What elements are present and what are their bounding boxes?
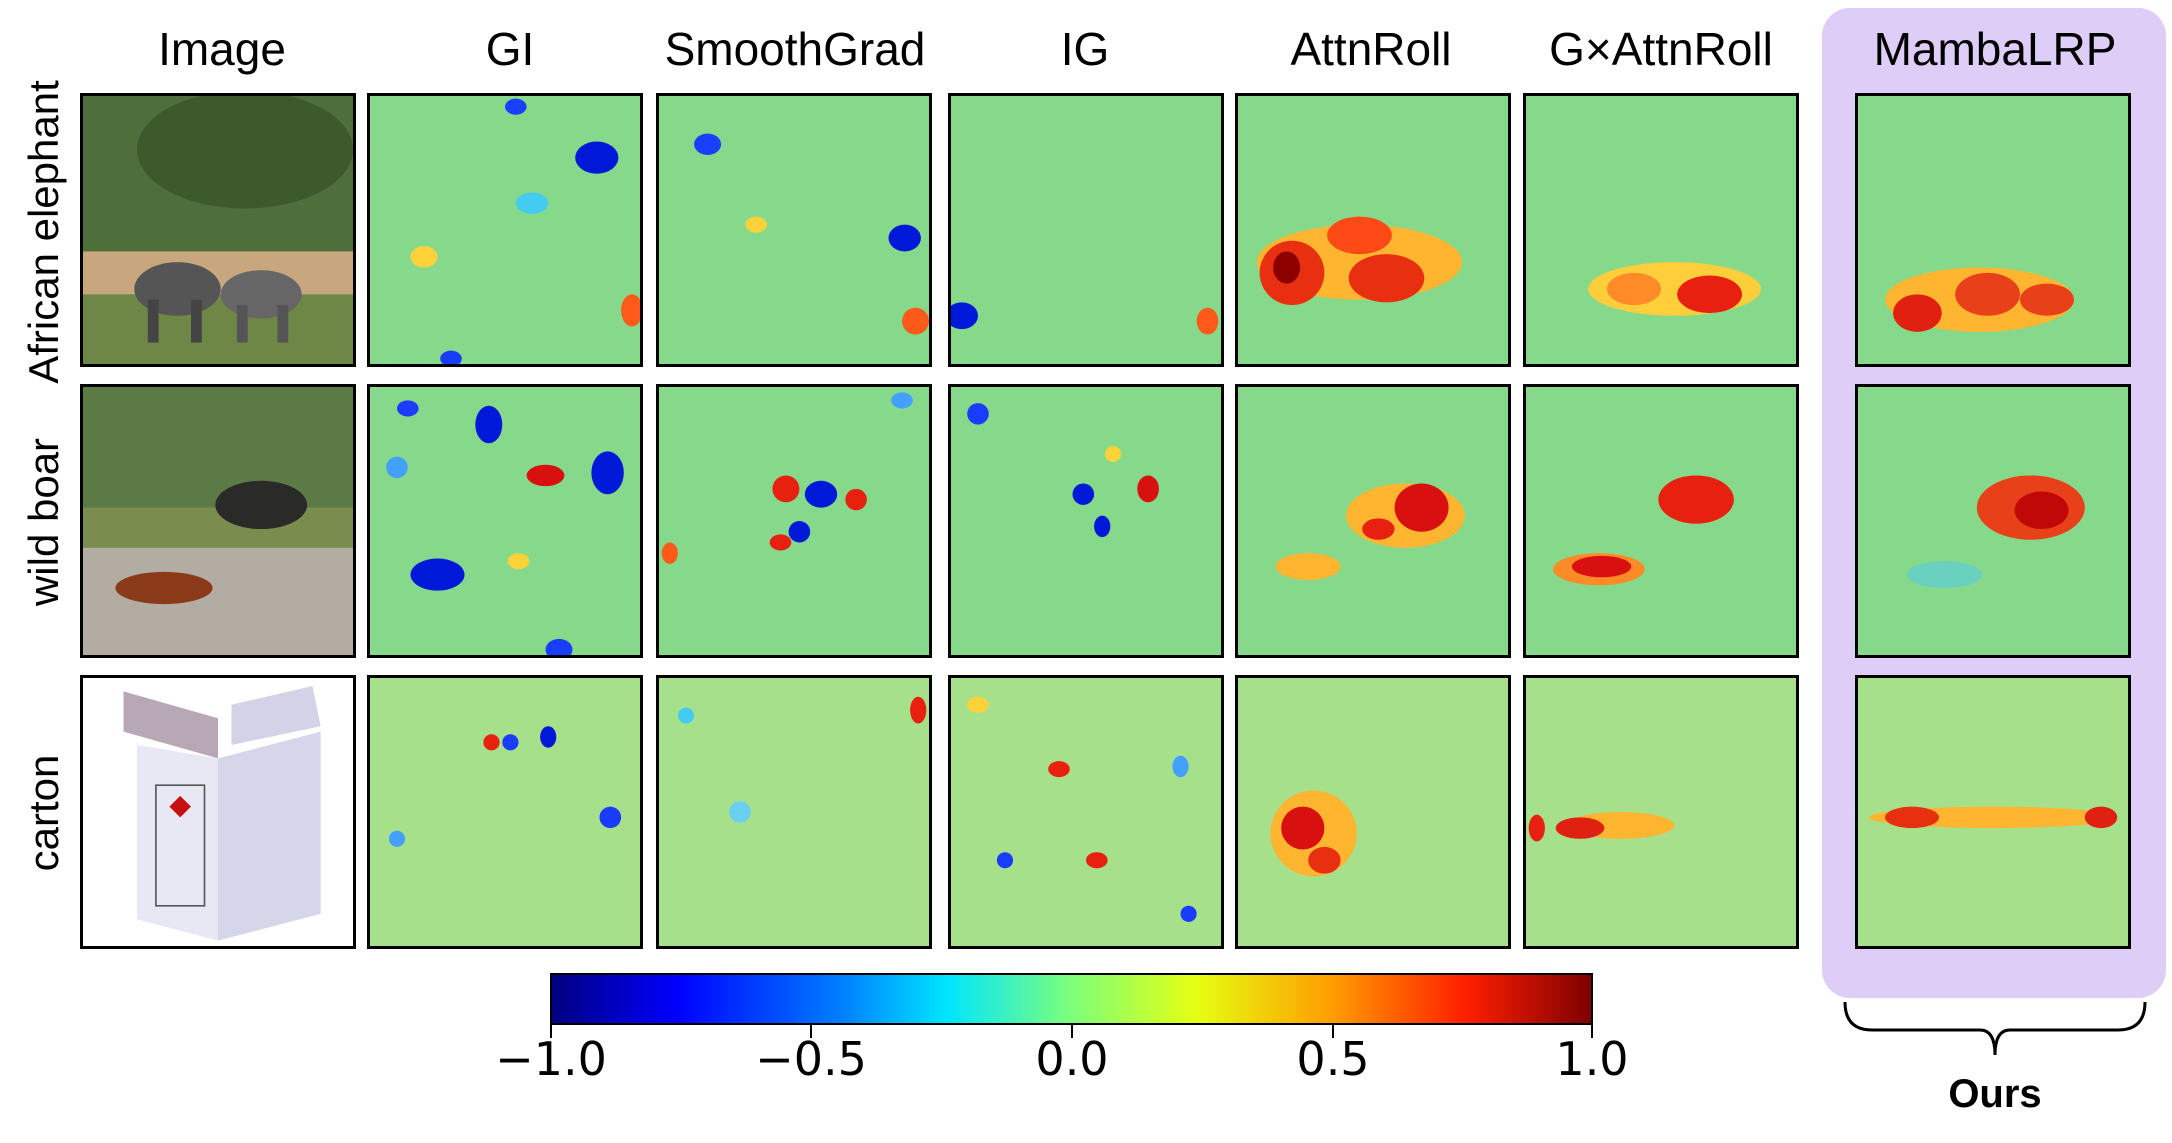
heatmap-elephant-gi xyxy=(367,93,643,367)
heatmap-elephant-gxattnroll xyxy=(1523,93,1799,367)
colorbar-tick-label: −0.5 xyxy=(755,1032,867,1086)
heatmap-elephant-ig xyxy=(948,93,1224,367)
image-elephant xyxy=(80,93,356,367)
colorbar-tick-label: 1.0 xyxy=(1555,1032,1628,1086)
header-smoothgrad: SmoothGrad xyxy=(650,22,940,76)
heatmap-carton-gxattnroll xyxy=(1523,675,1799,949)
header-gi: GI xyxy=(365,22,655,76)
row-label-carton: carton xyxy=(20,755,68,872)
header-mambalrp: MambaLRP xyxy=(1850,22,2140,76)
heatmap-elephant-mambalrp xyxy=(1855,93,2131,367)
header-image: Image xyxy=(77,22,367,76)
heatmap-boar-mambalrp xyxy=(1855,384,2131,658)
heatmap-boar-smoothgrad xyxy=(656,384,932,658)
colorbar xyxy=(550,973,1593,1025)
header-attnroll: AttnRoll xyxy=(1226,22,1516,76)
heatmap-carton-mambalrp xyxy=(1855,675,2131,949)
header-gxattnroll: G×AttnRoll xyxy=(1516,22,1806,76)
heatmap-boar-ig xyxy=(948,384,1224,658)
heatmap-boar-gxattnroll xyxy=(1523,384,1799,658)
colorbar-tick-label: 0.0 xyxy=(1035,1032,1108,1086)
heatmap-boar-gi xyxy=(367,384,643,658)
heatmap-carton-ig xyxy=(948,675,1224,949)
image-carton xyxy=(80,675,356,949)
heatmap-carton-smoothgrad xyxy=(656,675,932,949)
heatmap-carton-attnroll xyxy=(1235,675,1511,949)
colorbar-tick-label: 0.5 xyxy=(1296,1032,1369,1086)
heatmap-carton-gi xyxy=(367,675,643,949)
row-label-boar: wild boar xyxy=(20,438,68,606)
header-ig: IG xyxy=(940,22,1230,76)
row-label-elephant: African elephant xyxy=(20,80,68,384)
heatmap-elephant-attnroll xyxy=(1235,93,1511,367)
heatmap-boar-attnroll xyxy=(1235,384,1511,658)
heatmap-elephant-smoothgrad xyxy=(656,93,932,367)
curly-brace xyxy=(1842,1000,2148,1060)
colorbar-tick-label: −1.0 xyxy=(495,1032,607,1086)
image-boar xyxy=(80,384,356,658)
ours-label: Ours xyxy=(1948,1072,2041,1117)
